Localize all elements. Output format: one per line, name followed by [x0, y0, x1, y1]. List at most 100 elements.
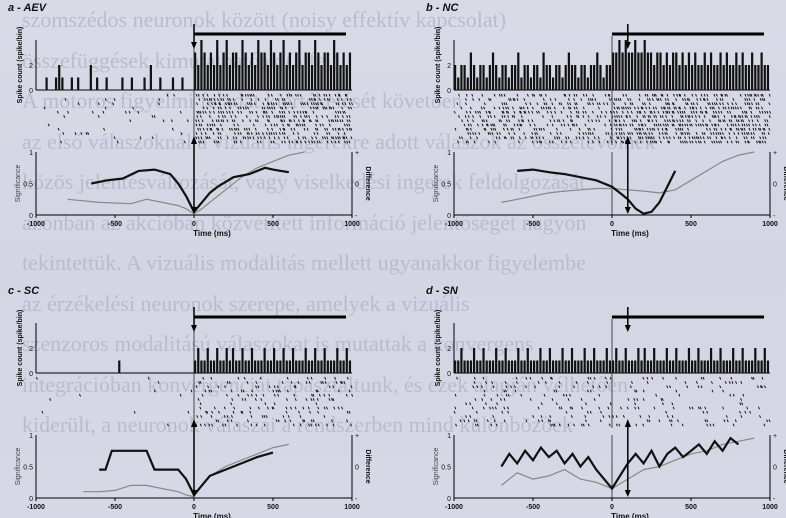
raster-tick — [294, 93, 297, 97]
raster-tick — [259, 376, 262, 380]
raster-tick — [655, 123, 658, 127]
raster-tick — [642, 423, 645, 427]
difference-curve — [83, 443, 289, 498]
raster-tick — [724, 93, 727, 97]
raster-tick — [260, 398, 263, 401]
raster-tick — [569, 406, 572, 410]
raster-tick — [346, 376, 349, 380]
raster-tick — [523, 110, 526, 114]
raster-tick — [717, 106, 720, 110]
raster-tick — [79, 393, 81, 397]
raster-tick — [697, 406, 700, 410]
raster-tick — [644, 93, 647, 97]
raster-tick — [739, 93, 742, 97]
raster-tick — [732, 98, 735, 101]
raster-tick — [744, 410, 747, 414]
raster-tick — [529, 123, 532, 127]
raster-tick — [609, 123, 612, 127]
raster-tick — [651, 93, 654, 97]
raster-tick — [454, 127, 457, 131]
hist-bar — [200, 40, 203, 90]
raster-tick — [230, 419, 233, 423]
raster-tick — [702, 410, 705, 414]
raster-tick — [741, 402, 744, 406]
raster-tick — [556, 119, 559, 123]
raster-tick — [466, 119, 469, 123]
raster-tick — [732, 393, 735, 397]
raster-tick — [240, 389, 243, 393]
raster-tick — [646, 376, 649, 380]
hist-bar — [668, 360, 672, 373]
raster-tick — [330, 119, 333, 123]
raster-tick — [302, 102, 305, 106]
raster-tick — [465, 140, 468, 144]
raster-tick — [729, 393, 732, 397]
raster-tick — [668, 419, 671, 423]
raster-tick — [465, 93, 468, 97]
hist-bar — [279, 52, 282, 90]
raster-tick — [226, 93, 228, 97]
raster-tick — [493, 106, 496, 110]
raster-tick — [714, 123, 717, 127]
raster-tick — [332, 136, 335, 140]
raster-tick — [344, 93, 347, 97]
raster-tick — [536, 132, 539, 135]
raster-tick — [743, 132, 746, 135]
raster-tick — [350, 106, 353, 110]
hist-bar — [504, 65, 507, 90]
raster-tick — [571, 123, 574, 127]
raster-tick — [719, 376, 722, 380]
hist-bar — [488, 360, 491, 373]
hist-bar — [709, 52, 713, 90]
hist-bar — [542, 52, 545, 90]
raster-tick — [276, 385, 279, 389]
raster-tick — [673, 106, 676, 110]
raster-tick — [720, 110, 723, 114]
raster-tick — [270, 132, 273, 135]
hist-bar — [222, 360, 225, 373]
hist-bar — [263, 348, 266, 373]
hist-bar — [301, 65, 304, 90]
raster-tick — [227, 102, 230, 106]
hist-bar — [466, 77, 469, 90]
raster-tick — [631, 132, 634, 135]
raster-tick — [757, 115, 760, 118]
raster-tick — [305, 115, 308, 118]
raster-tick — [744, 115, 747, 118]
raster-tick — [567, 398, 570, 401]
raster-tick — [467, 419, 470, 423]
raster-tick — [343, 110, 346, 114]
raster-tick — [286, 136, 289, 140]
raster-tick — [308, 423, 310, 427]
raster-tick — [485, 123, 488, 127]
hist-bar — [238, 65, 241, 90]
raster-tick — [711, 102, 714, 106]
raster-tick — [503, 406, 506, 410]
sig-tick-label: 0 — [447, 213, 451, 220]
diff-y-label: Difference — [782, 449, 786, 483]
raster-tick — [314, 93, 317, 97]
raster-tick — [730, 140, 733, 144]
raster-tick — [255, 423, 258, 427]
raster-tick — [213, 102, 216, 106]
raster-tick — [515, 376, 518, 380]
raster-tick — [333, 406, 336, 410]
raster-tick — [531, 110, 534, 114]
raster-tick — [213, 123, 216, 127]
raster-tick — [644, 132, 647, 135]
raster-tick — [277, 136, 280, 140]
raster-tick — [531, 140, 534, 144]
raster-tick — [328, 119, 331, 123]
raster-tick — [472, 98, 474, 101]
raster-tick — [549, 119, 552, 123]
raster-tick — [334, 127, 337, 131]
raster-tick — [684, 115, 687, 118]
raster-tick — [741, 115, 744, 118]
raster-tick — [311, 140, 314, 144]
raster-tick — [139, 136, 142, 140]
hist-bar — [307, 52, 310, 90]
raster-tick — [646, 381, 649, 384]
raster-tick — [331, 419, 333, 423]
hist-bar — [501, 360, 504, 373]
